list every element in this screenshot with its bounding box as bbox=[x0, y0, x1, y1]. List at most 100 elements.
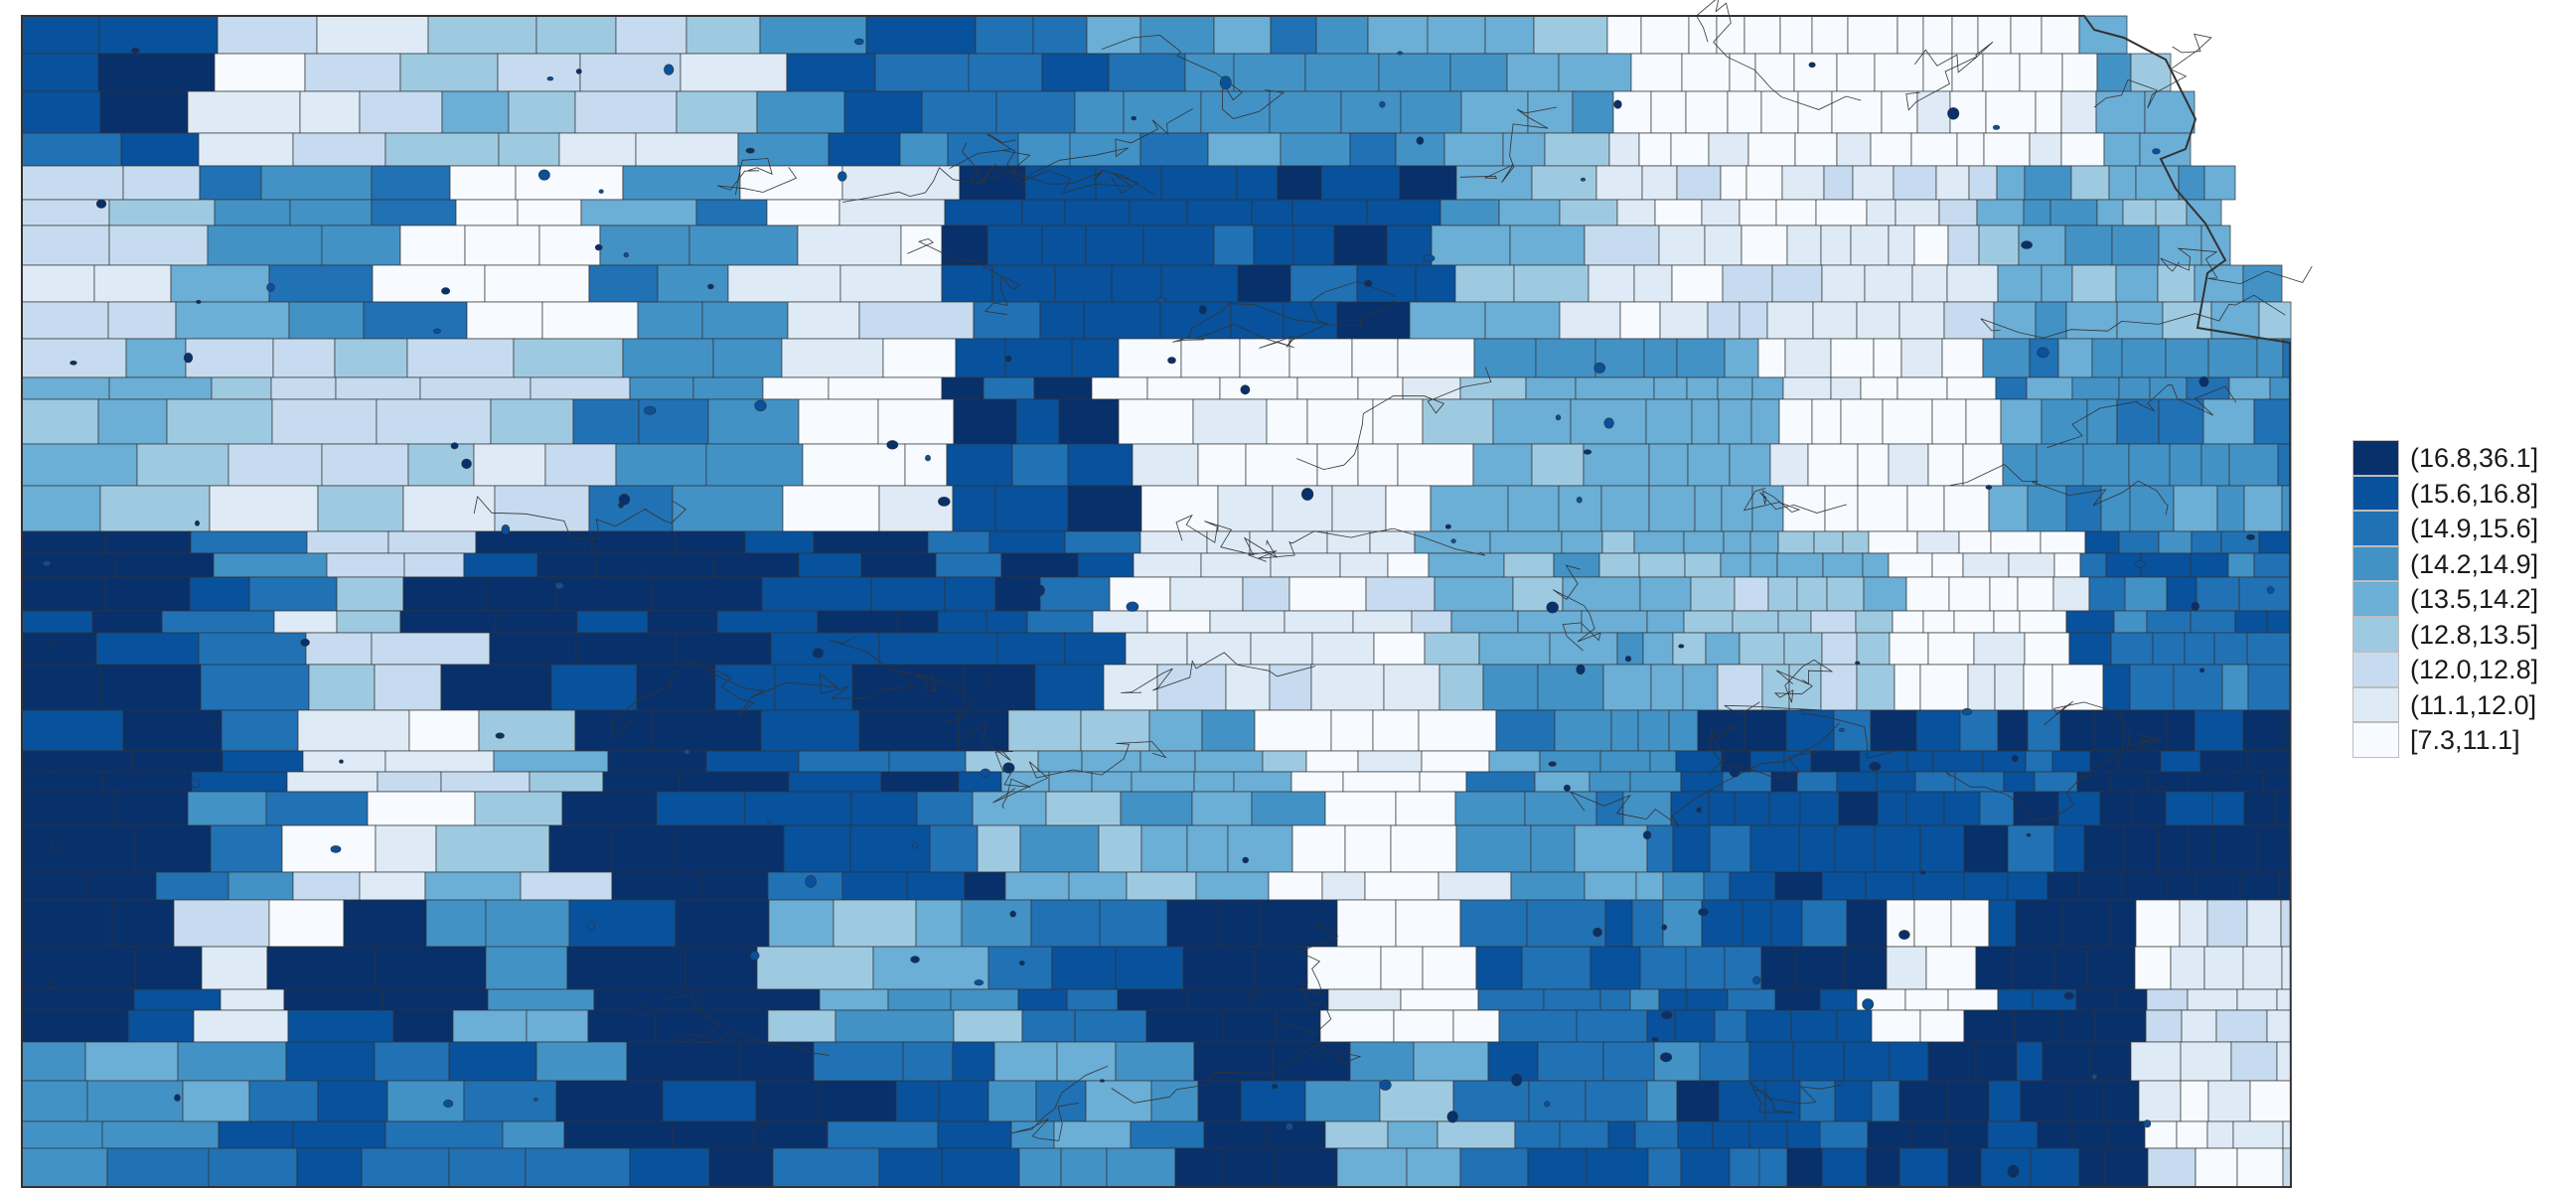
map-region bbox=[1288, 338, 1353, 378]
map-region bbox=[1195, 871, 1270, 901]
map-region bbox=[1034, 664, 1105, 711]
city-marker bbox=[853, 38, 864, 46]
map-region bbox=[1982, 750, 2027, 773]
map-region bbox=[474, 791, 563, 826]
map-region bbox=[1595, 791, 1624, 826]
map-region bbox=[1139, 15, 1215, 55]
map-region bbox=[1723, 530, 1751, 554]
map-region bbox=[1676, 165, 1722, 201]
map-region bbox=[1531, 443, 1585, 487]
map-region bbox=[1767, 576, 1798, 612]
map-region bbox=[1581, 610, 1648, 634]
map-region bbox=[466, 301, 543, 340]
map-region bbox=[953, 398, 1017, 445]
map-region bbox=[2027, 485, 2067, 532]
map-region bbox=[1619, 301, 1661, 340]
map-region bbox=[2211, 791, 2245, 826]
map-region bbox=[2269, 376, 2292, 400]
map-region bbox=[599, 224, 690, 266]
map-region bbox=[1640, 15, 1690, 55]
map-region bbox=[1437, 1120, 1516, 1149]
map-region bbox=[1975, 1041, 2018, 1082]
map-region bbox=[1584, 224, 1660, 266]
map-region bbox=[937, 1120, 1012, 1149]
map-region bbox=[1452, 1080, 1530, 1122]
map-region bbox=[1770, 899, 1803, 948]
map-region bbox=[108, 199, 216, 226]
map-region bbox=[21, 899, 113, 948]
map-region bbox=[487, 988, 595, 1011]
map-region bbox=[2170, 946, 2205, 990]
map-region bbox=[1947, 224, 1980, 266]
map-region bbox=[2253, 552, 2292, 578]
map-region bbox=[1777, 530, 1815, 554]
map-region bbox=[1272, 1041, 1351, 1082]
map-region bbox=[1600, 485, 1650, 532]
map-region bbox=[1680, 771, 1724, 793]
map-region bbox=[271, 398, 378, 445]
map-region bbox=[1686, 376, 1719, 400]
map-region bbox=[1475, 946, 1523, 990]
city-marker bbox=[1961, 707, 1973, 716]
map-region bbox=[381, 988, 489, 1011]
map-region bbox=[265, 791, 369, 826]
map-region bbox=[770, 632, 880, 666]
city-marker bbox=[1992, 124, 2001, 130]
map-region bbox=[1180, 338, 1241, 378]
city-marker bbox=[1839, 727, 1846, 732]
map-region bbox=[424, 871, 522, 901]
map-region bbox=[1813, 530, 1844, 554]
map-region bbox=[281, 824, 377, 873]
map-region bbox=[1925, 946, 1977, 990]
map-region bbox=[568, 899, 677, 948]
map-region bbox=[402, 485, 496, 532]
map-region bbox=[1876, 771, 1916, 793]
map-region bbox=[1745, 1009, 1792, 1043]
map-region bbox=[672, 1120, 755, 1149]
map-region bbox=[371, 199, 457, 226]
map-region bbox=[21, 552, 116, 578]
map-region bbox=[1192, 398, 1268, 445]
map-region bbox=[1585, 1080, 1648, 1122]
map-region bbox=[2130, 1041, 2182, 1082]
map-region bbox=[2239, 871, 2280, 901]
map-region bbox=[996, 632, 1066, 666]
map-region bbox=[1739, 301, 1768, 340]
map-region bbox=[1017, 988, 1068, 1011]
map-region bbox=[941, 224, 988, 266]
map-region bbox=[2078, 871, 2123, 901]
map-region bbox=[1836, 1009, 1873, 1043]
map-region bbox=[1217, 485, 1274, 532]
boundary-line bbox=[1248, 527, 1485, 562]
map-region bbox=[2140, 552, 2192, 578]
map-region bbox=[1708, 132, 1749, 167]
map-region bbox=[217, 15, 318, 55]
map-region bbox=[1117, 988, 1189, 1011]
map-region bbox=[1182, 946, 1256, 990]
map-region bbox=[647, 610, 718, 634]
map-region bbox=[2118, 376, 2151, 400]
map-region bbox=[1092, 610, 1148, 634]
map-region bbox=[1045, 791, 1122, 826]
map-region bbox=[1606, 15, 1642, 55]
map-region bbox=[1641, 165, 1678, 201]
map-region bbox=[1383, 664, 1440, 711]
city-marker bbox=[1555, 414, 1562, 421]
boundary-line bbox=[980, 108, 1193, 188]
map-region bbox=[2277, 443, 2292, 487]
map-region bbox=[1559, 199, 1618, 226]
map-region bbox=[827, 1120, 939, 1149]
boundary-line bbox=[949, 149, 1139, 195]
map-region bbox=[2116, 398, 2160, 445]
map-region bbox=[991, 264, 1056, 303]
map-region bbox=[813, 1041, 904, 1082]
map-region bbox=[127, 1009, 195, 1043]
map-region bbox=[1962, 552, 2010, 578]
map-region bbox=[122, 165, 201, 201]
map-region bbox=[21, 946, 136, 990]
map-region bbox=[21, 709, 124, 752]
map-region bbox=[576, 610, 649, 634]
map-region bbox=[1103, 664, 1158, 711]
map-region bbox=[2084, 530, 2120, 554]
map-region bbox=[2276, 1041, 2292, 1082]
